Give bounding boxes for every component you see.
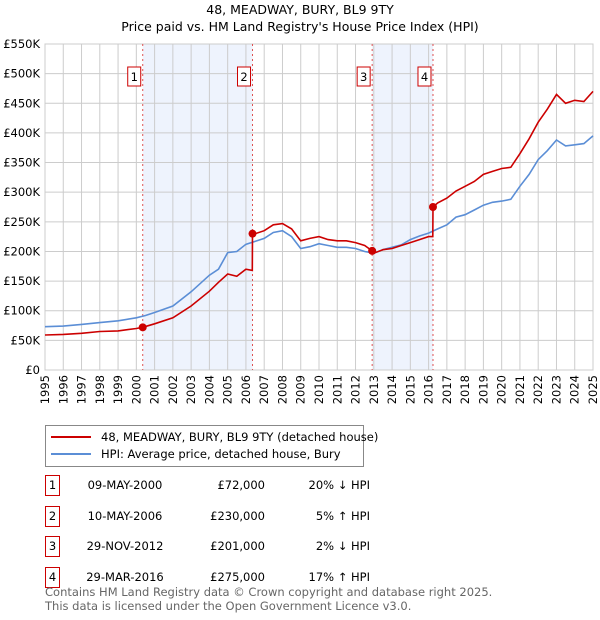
x-tick-label: 2019 — [476, 375, 490, 404]
sale-label: 4 — [421, 70, 428, 84]
sale-row: 1 09-MAY-2000 £72,000 20% ↓ HPI — [45, 475, 385, 497]
shaded-period — [142, 44, 253, 370]
sale-price: £275,000 — [210, 569, 265, 584]
sale-date: 10-MAY-2006 — [87, 508, 163, 523]
sale-number-badge: 3 — [45, 536, 60, 557]
legend-label-property: 48, MEADWAY, BURY, BL9 9TY (detached hou… — [101, 430, 379, 444]
sale-hpi-diff: 20% ↓ HPI — [308, 478, 370, 492]
x-tick-label: 2009 — [294, 375, 308, 404]
sale-point — [368, 246, 377, 255]
sale-label-box — [356, 66, 371, 87]
x-tick-label: 2001 — [148, 375, 162, 404]
x-tick-label: 2003 — [184, 375, 198, 404]
x-tick-label: 2005 — [221, 375, 235, 404]
legend-item-property: 48, MEADWAY, BURY, BL9 9TY (detached hou… — [51, 429, 378, 445]
legend: 48, MEADWAY, BURY, BL9 9TY (detached hou… — [45, 425, 378, 467]
footer-copyright: Contains HM Land Registry data © Crown c… — [45, 585, 493, 599]
y-tick-label: £0 — [25, 363, 40, 377]
footer-licence: This data is licensed under the Open Gov… — [45, 599, 412, 613]
sale-point — [248, 229, 257, 238]
sale-price: £230,000 — [210, 508, 265, 523]
x-tick-label: 2008 — [275, 375, 289, 404]
sale-label: 3 — [360, 70, 367, 84]
y-tick-label: £50K — [11, 333, 41, 347]
x-tick-label: 2017 — [440, 375, 454, 404]
x-tick-label: 2021 — [513, 375, 527, 404]
sale-row: 3 29-NOV-2012 £201,000 2% ↓ HPI — [45, 536, 385, 558]
x-tick-label: 2004 — [202, 375, 216, 404]
x-tick-label: 2022 — [531, 375, 545, 404]
x-tick-label: 2020 — [495, 375, 509, 404]
sale-hpi-diff: 5% ↑ HPI — [315, 508, 370, 523]
legend-label-hpi: HPI: Average price, detached house, Bury — [101, 447, 341, 461]
legend-item-hpi: HPI: Average price, detached house, Bury — [51, 446, 341, 462]
x-tick-label: 2006 — [239, 375, 253, 404]
property-price-line — [44, 90, 594, 336]
sale-number-badge: 1 — [45, 475, 60, 496]
y-tick-label: £150K — [3, 274, 40, 288]
x-tick-label: 1999 — [111, 375, 125, 404]
x-tick-label: 2024 — [568, 375, 582, 404]
x-tick-label: 2013 — [367, 375, 381, 404]
x-tick-label: 2015 — [403, 375, 417, 404]
x-tick-label: 2018 — [458, 375, 472, 404]
plot-border — [44, 43, 594, 371]
x-tick-label: 2010 — [312, 375, 326, 404]
sale-date: 29-MAR-2016 — [86, 569, 164, 584]
x-tick-label: 1996 — [56, 375, 70, 404]
legend-swatch-property — [51, 436, 91, 438]
y-tick-label: £500K — [3, 67, 40, 81]
sale-price: £72,000 — [217, 478, 265, 492]
x-tick-label: 2011 — [330, 375, 344, 404]
sale-number-badge: 4 — [45, 566, 60, 588]
y-tick-label: £400K — [3, 126, 40, 140]
hpi-line — [44, 135, 594, 328]
sale-hpi-diff: 2% ↓ HPI — [315, 539, 370, 553]
x-tick-label: 1998 — [93, 375, 107, 404]
price-chart: 1995 1996 1997 1998 1999 2000 2001 2002 2003 2004… — [3, 37, 600, 404]
chart-title: 48, MEADWAY, BURY, BL9 9TY — [206, 2, 394, 17]
sale-number-badge: 2 — [45, 505, 60, 527]
sale-label: 2 — [240, 70, 247, 84]
y-tick-label: £350K — [3, 156, 40, 170]
sale-label-box — [127, 66, 142, 87]
legend-swatch-hpi — [51, 453, 91, 455]
sale-label-box — [237, 66, 252, 87]
sale-hpi-diff: 17% ↑ HPI — [308, 569, 370, 584]
sale-point — [138, 323, 147, 332]
y-tick-label: £450K — [3, 96, 40, 110]
sale-row: 4 29-MAR-2016 £275,000 17% ↑ HPI — [45, 566, 385, 589]
sale-price: £201,000 — [210, 539, 265, 553]
x-tick-label: 2014 — [385, 375, 399, 404]
sale-label: 1 — [131, 70, 138, 84]
x-tick-label: 1995 — [38, 375, 52, 404]
y-tick-label: £300K — [3, 185, 40, 199]
x-tick-label: 2012 — [349, 375, 363, 404]
x-tick-label: 2002 — [166, 375, 180, 404]
x-tick-label: 2016 — [422, 375, 436, 404]
shaded-period — [372, 44, 433, 370]
x-tick-label: 2025 — [586, 375, 600, 404]
y-tick-label: £100K — [3, 304, 40, 318]
x-tick-label: 1997 — [75, 375, 89, 404]
sale-date: 09-MAY-2000 — [87, 478, 163, 492]
y-tick-label: £550K — [3, 37, 40, 51]
x-tick-label: 2023 — [549, 375, 563, 404]
sale-point — [428, 203, 437, 211]
y-tick-label: £250K — [3, 215, 40, 229]
x-tick-label: 2007 — [257, 375, 271, 404]
y-tick-label: £200K — [3, 244, 40, 258]
sale-label-box — [417, 66, 432, 87]
sale-row: 2 10-MAY-2006 £230,000 5% ↑ HPI — [45, 505, 385, 528]
x-tick-label: 2000 — [129, 375, 143, 404]
sale-date: 29-NOV-2012 — [86, 539, 164, 553]
chart-subtitle: Price paid vs. HM Land Registry's House … — [121, 19, 479, 34]
